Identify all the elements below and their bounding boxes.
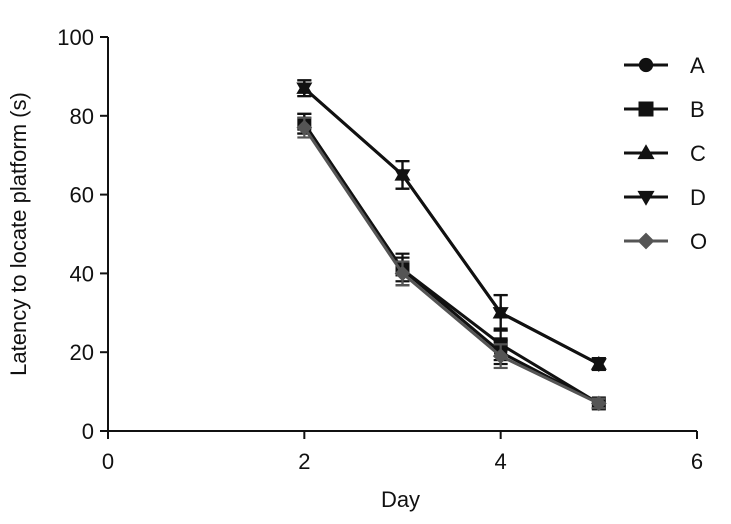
series-line — [303, 122, 600, 405]
data-point — [394, 169, 411, 184]
series-line — [303, 87, 600, 366]
legend-item: A — [624, 53, 705, 78]
y-tick-label: 100 — [57, 25, 94, 50]
y-axis-ticks: 0 20 40 60 80 100 — [57, 25, 108, 444]
legend-item: B — [624, 97, 705, 122]
series-O — [296, 116, 607, 412]
data-point — [296, 119, 313, 136]
x-tick-label: 2 — [298, 449, 310, 474]
series-D — [296, 79, 607, 373]
y-tick-label: 20 — [70, 340, 94, 365]
x-tick-label: 6 — [691, 449, 703, 474]
series-B — [297, 112, 606, 411]
y-axis-title: Latency to locate platform (s) — [6, 92, 31, 376]
x-axis-title: Day — [381, 487, 420, 512]
series-line — [303, 87, 600, 366]
legend-label: C — [690, 141, 706, 166]
y-tick-label: 60 — [70, 183, 94, 208]
legend-label: D — [690, 185, 706, 210]
series-line — [303, 122, 600, 405]
y-tick-label: 0 — [82, 419, 94, 444]
legend-label: B — [690, 97, 705, 122]
y-tick-label: 40 — [70, 261, 94, 286]
legend-item: C — [624, 141, 706, 166]
series-line — [303, 126, 600, 405]
axes — [107, 37, 697, 432]
legend-label: O — [690, 229, 707, 254]
legend-marker — [637, 190, 655, 206]
data-point — [492, 307, 509, 321]
legend-marker — [638, 57, 654, 73]
legend-marker — [637, 144, 655, 160]
x-axis-ticks: 0 2 4 6 — [102, 431, 703, 474]
data-point — [590, 358, 607, 373]
legend-marker — [637, 232, 655, 250]
legend-item: D — [624, 185, 706, 210]
data-point — [394, 265, 411, 282]
series-layer — [296, 79, 607, 412]
data-point — [296, 82, 313, 97]
x-tick-label: 0 — [102, 449, 114, 474]
x-tick-label: 4 — [495, 449, 507, 474]
data-point — [492, 348, 509, 364]
legend-marker — [638, 101, 654, 117]
y-tick-label: 80 — [70, 104, 94, 129]
legend-label: A — [690, 53, 705, 78]
series-A — [297, 112, 606, 411]
data-point — [590, 395, 607, 412]
legend-item: O — [624, 229, 707, 254]
